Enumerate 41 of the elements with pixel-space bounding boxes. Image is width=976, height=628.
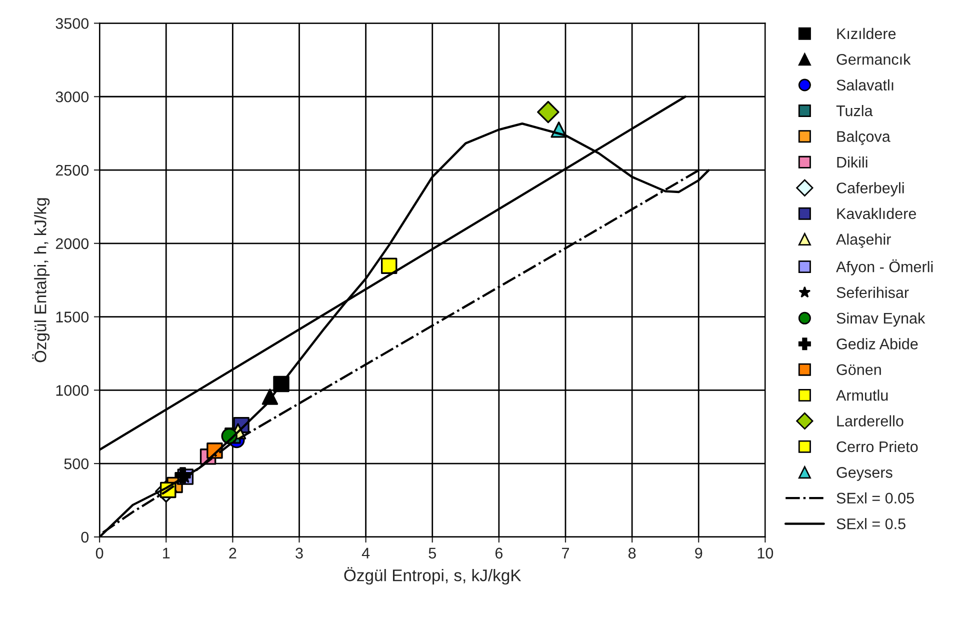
legend-label: SExl = 0.5: [836, 518, 906, 530]
legend-label: Geysers: [836, 467, 892, 481]
y-tick-label: 1000: [56, 385, 89, 396]
x-tick-label: 1: [163, 548, 170, 558]
x-axis-title: Özgül Entropi, s, kJ/kgK: [344, 567, 522, 585]
legend-label: Germancık: [836, 54, 911, 65]
y-tick-label: 1500: [56, 312, 89, 322]
legend-label: Gediz Abide: [836, 338, 918, 350]
legend-label: SExl = 0.05: [836, 492, 914, 504]
legend-label: Dikili: [837, 156, 868, 168]
y-tick-label: 3500: [56, 18, 89, 29]
y-axis-title: Özgül Entalpi, h, kJ/kg: [32, 198, 50, 362]
y-tick-label: 3000: [56, 91, 89, 102]
legend-label: Alaşehir: [836, 234, 891, 248]
y-tick-label: 0: [81, 532, 89, 543]
x-tick-label: 5: [428, 548, 436, 559]
legend-label: Tuzla: [836, 104, 873, 116]
legend-label: Salavatlı: [836, 79, 894, 91]
legend-label: Caferbeyli: [836, 182, 904, 196]
legend-label: Simav Eynak: [836, 312, 926, 327]
x-tick-label: 3: [296, 548, 303, 559]
y-tick-label: 2000: [56, 238, 89, 250]
legend-label: Armutlu: [836, 390, 888, 401]
x-tick-label: 4: [362, 548, 370, 558]
legend-label: Kavaklıdere: [837, 208, 916, 220]
x-tick-label: 9: [695, 548, 702, 559]
legend-label: Afyon - Ömerli: [836, 259, 933, 276]
legend-label: Cerro Prieto: [836, 440, 918, 452]
x-tick-label: 10: [758, 548, 774, 559]
x-tick-label: 8: [628, 548, 636, 559]
legend-label: Seferihisar: [836, 286, 909, 298]
legend-label: Kızıldere: [837, 28, 896, 40]
x-tick-label: 2: [229, 548, 236, 558]
x-tick-label: 7: [562, 548, 569, 558]
legend-label: Larderello: [837, 415, 904, 426]
x-tick-label: 0: [96, 548, 104, 559]
x-tick-label: 6: [495, 548, 503, 559]
y-tick-label: 500: [64, 458, 89, 470]
y-tick-label: 2500: [56, 164, 89, 176]
legend-label: Gönen: [836, 364, 881, 376]
legend-label: Balçova: [837, 130, 890, 145]
